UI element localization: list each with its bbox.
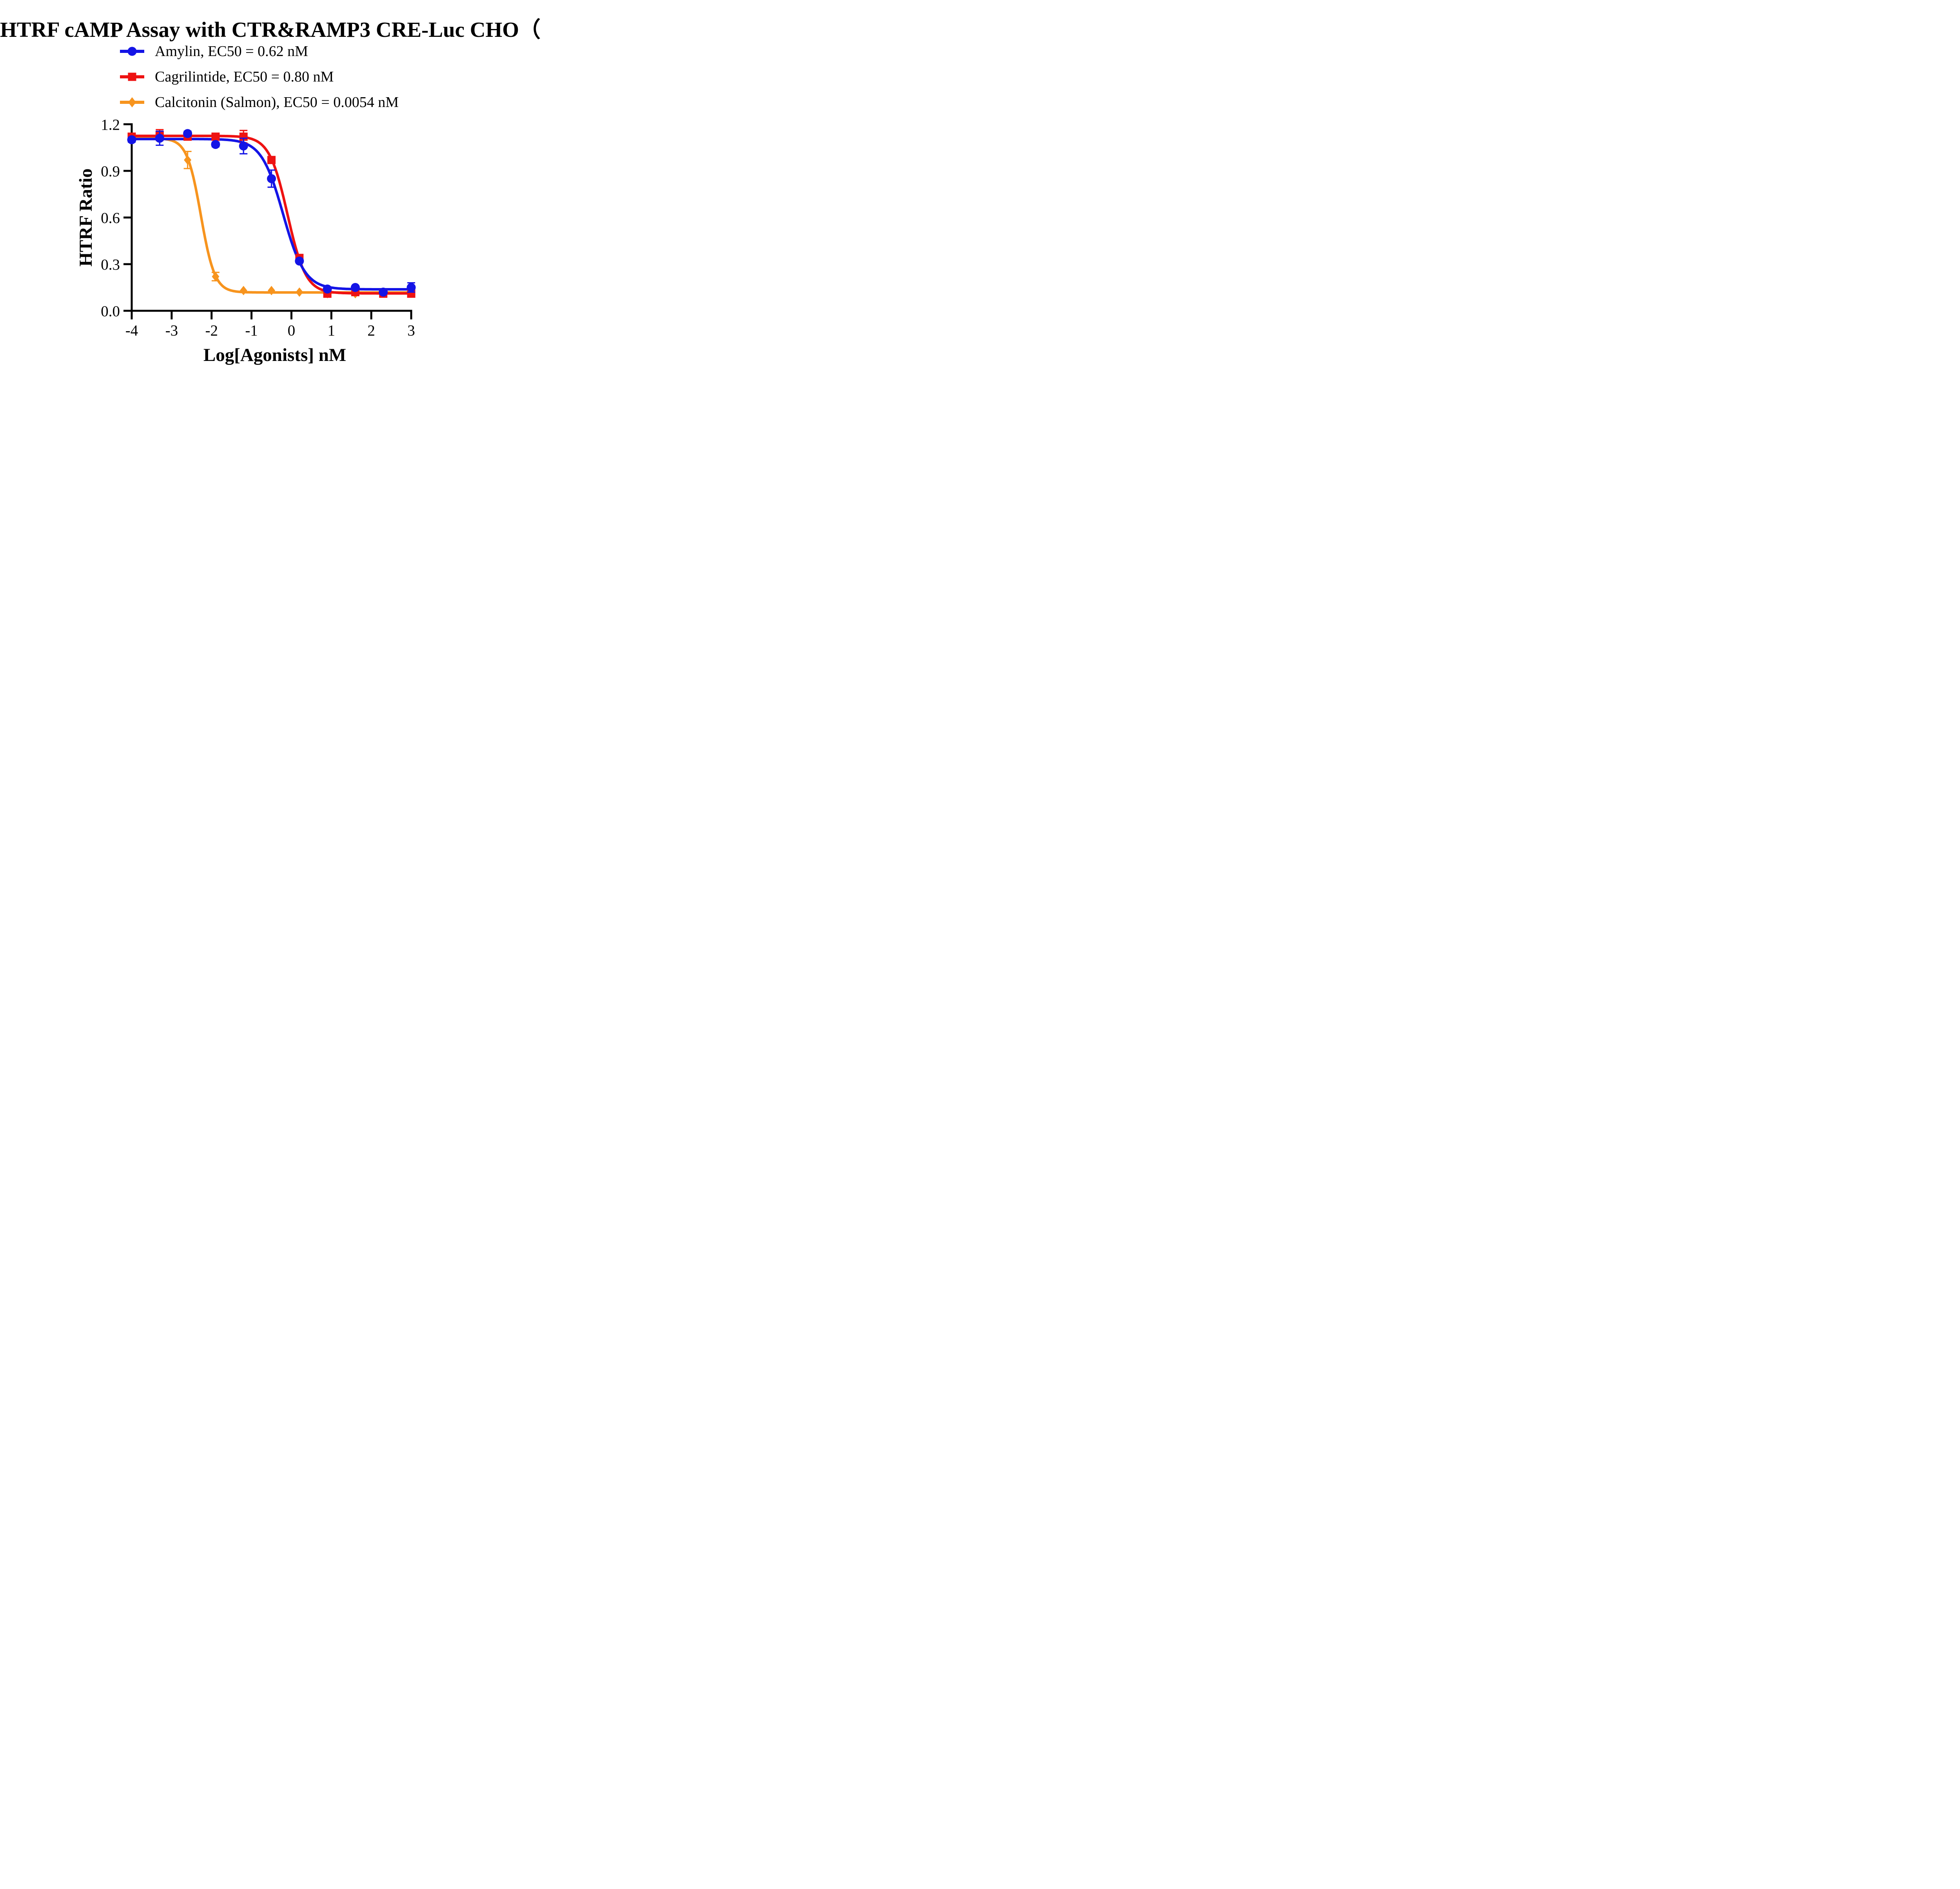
circle-glyph	[127, 47, 137, 56]
marker-amylin	[127, 135, 136, 145]
marker-amylin	[239, 141, 248, 151]
diamond-glyph	[128, 97, 136, 107]
x-tick-label: 1	[328, 322, 336, 339]
x-axis-title: Log[Agonists] nM	[203, 345, 347, 365]
marker-amylin	[379, 287, 388, 297]
marker-amylin	[295, 256, 304, 266]
y-tick-label: 0.6	[101, 210, 120, 227]
marker-amylin	[211, 140, 220, 149]
calcitonin-marker-icon	[120, 97, 144, 107]
legend-item-amylin: Amylin, EC50 = 0.62 nM	[120, 38, 399, 64]
x-tick-label: -3	[165, 322, 178, 339]
x-tick-label: -2	[205, 322, 218, 339]
marker-calcitonin	[240, 286, 247, 295]
legend-item-calcitonin: Calcitonin (Salmon), EC50 = 0.0054 nM	[120, 89, 399, 115]
legend-item-label: Calcitonin (Salmon), EC50 = 0.0054 nM	[155, 94, 399, 111]
legend: Amylin, EC50 = 0.62 nM Cagrilintide, EC5…	[120, 38, 399, 115]
x-tick-label: 2	[367, 322, 375, 339]
y-tick-label: 0.0	[101, 303, 120, 320]
marker-calcitonin	[268, 286, 275, 295]
marker-amylin	[183, 129, 192, 138]
x-tick-label: -4	[125, 322, 138, 339]
marker-amylin	[407, 283, 416, 292]
marker-calcitonin	[296, 287, 303, 297]
x-tick-label: 3	[407, 322, 415, 339]
marker-amylin	[155, 134, 164, 143]
marker-amylin	[350, 283, 360, 292]
x-tick-label: -1	[245, 322, 258, 339]
y-tick-label: 0.9	[101, 163, 120, 180]
x-tick-label: 0	[288, 322, 296, 339]
legend-item-cagrilintide: Cagrilintide, EC50 = 0.80 nM	[120, 64, 399, 89]
chart-title: HTRF cAMP Assay with CTR&RAMP3 CRE-Luc C…	[0, 18, 541, 42]
y-axis-title: HTRF Ratio	[76, 168, 96, 267]
legend-item-label: Amylin, EC50 = 0.62 nM	[155, 43, 308, 60]
cagrilintide-marker-icon	[120, 73, 144, 81]
series-cagrilintide	[127, 129, 416, 298]
dose-response-chart: 0.0 0.3 0.6 0.9 1.2 -4 -3 -2 -1 0 1 2 3	[101, 116, 416, 339]
marker-cagrilintide	[267, 156, 276, 164]
marker-amylin	[267, 174, 276, 183]
legend-item-label: Cagrilintide, EC50 = 0.80 nM	[155, 68, 334, 85]
square-glyph	[128, 73, 136, 81]
y-tick-label: 1.2	[101, 116, 120, 133]
marker-calcitonin	[184, 155, 192, 165]
marker-calcitonin	[212, 272, 220, 281]
marker-amylin	[323, 284, 332, 294]
series-amylin	[127, 129, 416, 297]
amylin-marker-icon	[120, 47, 144, 56]
y-tick-label: 0.3	[101, 256, 120, 273]
marker-cagrilintide	[211, 132, 220, 141]
figure: HTRF cAMP Assay with CTR&RAMP3 CRE-Luc C…	[0, 0, 541, 378]
